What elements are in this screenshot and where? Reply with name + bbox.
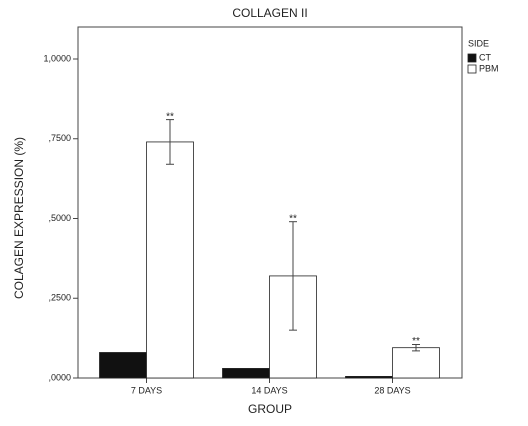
legend-label: CT (479, 52, 491, 62)
legend-swatch (467, 53, 477, 63)
y-axis-title: COLAGEN EXPRESSION (%) (12, 137, 26, 299)
chart-title: COLLAGEN II (232, 6, 307, 20)
y-tick-label: ,2500 (48, 293, 71, 303)
y-tick-label: ,5000 (48, 213, 71, 223)
x-tick-label: 7 DAYS (131, 385, 162, 395)
annotation: ** (289, 213, 297, 224)
y-tick-label: ,0000 (48, 372, 71, 382)
bar (345, 376, 393, 379)
x-tick-label: 28 DAYS (374, 385, 410, 395)
y-tick-label: 1,0000 (43, 53, 71, 63)
x-axis-title: GROUP (248, 402, 292, 416)
y-tick-label: ,7500 (48, 133, 71, 143)
legend-title: SIDE (468, 38, 489, 48)
bar (222, 368, 270, 379)
bar (146, 141, 194, 379)
annotation: ** (166, 111, 174, 122)
legend-label: PBM (479, 63, 499, 73)
annotation: ** (412, 336, 420, 347)
x-tick-label: 14 DAYS (251, 385, 287, 395)
bar (99, 352, 147, 379)
bar (392, 347, 440, 379)
legend-swatch (467, 64, 477, 74)
